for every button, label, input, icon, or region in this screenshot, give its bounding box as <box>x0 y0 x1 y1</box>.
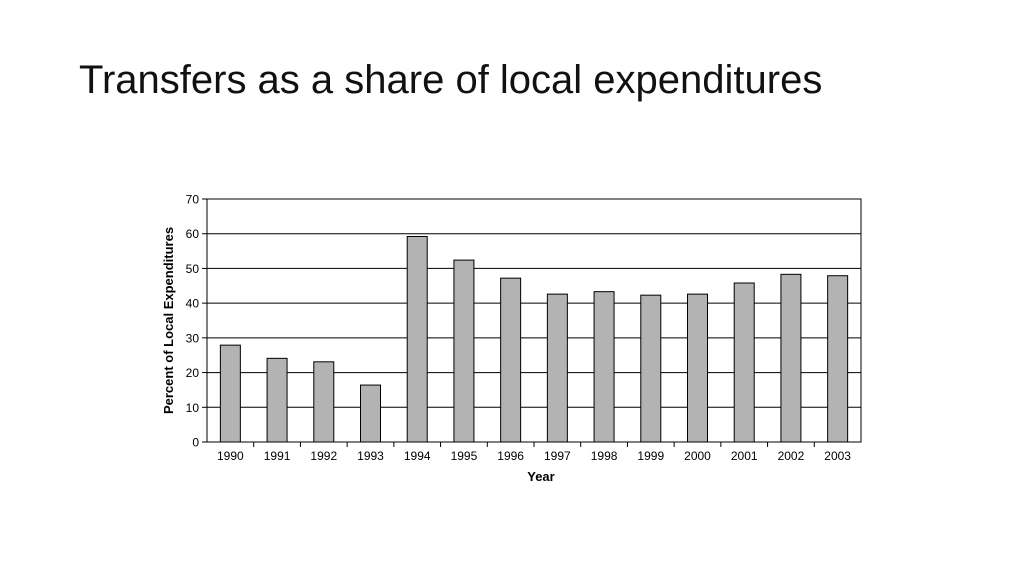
bar-2002 <box>780 273 802 443</box>
x-tick-label-2003: 2003 <box>824 449 851 463</box>
y-tick-label-40: 40 <box>186 297 200 311</box>
bar-1991 <box>266 357 288 443</box>
bar-1995 <box>453 259 475 443</box>
bar-2003 <box>827 275 849 443</box>
slide-title: Transfers as a share of local expenditur… <box>79 58 823 102</box>
x-axis-label: Year <box>527 469 554 484</box>
bars <box>219 235 849 443</box>
x-axis-ticks: 1990 1991 1992 1993 1994 1995 1996 1997 1998 1999… <box>217 442 851 463</box>
bar-1999 <box>640 294 662 443</box>
y-tick-label-60: 60 <box>186 227 200 241</box>
x-tick-label-1996: 1996 <box>497 449 524 463</box>
x-tick-label-1999: 1999 <box>637 449 664 463</box>
y-axis-label: Percent of Local Expenditures <box>161 227 176 414</box>
y-tick-label-50: 50 <box>186 262 200 276</box>
plot-frame <box>206 198 862 443</box>
x-tick-label-1998: 1998 <box>591 449 618 463</box>
x-tick-label-1990: 1990 <box>217 449 244 463</box>
bar-2001 <box>733 282 755 443</box>
bar-1998 <box>593 291 615 443</box>
y-tick-label-70: 70 <box>186 193 200 207</box>
x-tick-label-1994: 1994 <box>404 449 431 463</box>
x-tick-label-1991: 1991 <box>264 449 291 463</box>
bar-1996 <box>500 277 522 443</box>
x-tick-label-1997: 1997 <box>544 449 571 463</box>
bar-1993 <box>360 384 381 443</box>
bar-2000 <box>687 293 708 443</box>
x-tick-label-1992: 1992 <box>310 449 337 463</box>
x-tick-label-2002: 2002 <box>778 449 805 463</box>
y-axis-ticks: 0 10 20 30 40 50 60 70 <box>186 193 207 450</box>
x-tick-label-1993: 1993 <box>357 449 384 463</box>
y-tick-label-10: 10 <box>186 401 200 415</box>
x-tick-label-1995: 1995 <box>451 449 478 463</box>
bar-1997 <box>546 293 568 443</box>
bar-1994 <box>406 235 428 443</box>
x-tick-label-2000: 2000 <box>684 449 711 463</box>
bar-1992 <box>313 361 335 443</box>
y-tick-label-30: 30 <box>186 331 200 345</box>
x-tick-label-2001: 2001 <box>731 449 758 463</box>
y-tick-label-20: 20 <box>186 366 200 380</box>
grid-lines <box>207 233 861 408</box>
bar-1990 <box>219 344 241 443</box>
y-tick-label-0: 0 <box>192 436 199 450</box>
